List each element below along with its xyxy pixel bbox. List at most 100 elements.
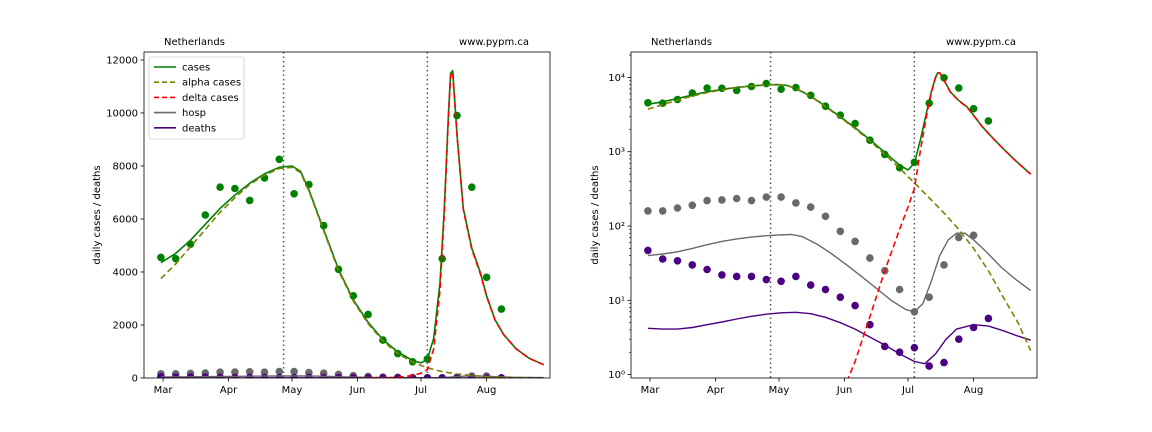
hosp-point xyxy=(866,254,874,262)
cases-point xyxy=(275,155,284,164)
left-axis-ticks: Mar Apr May Jun Jul Aug 0 2000 4000 6000 8000 10000… xyxy=(106,55,496,396)
deaths-point xyxy=(910,343,919,352)
cases-point xyxy=(497,305,506,313)
deaths-point xyxy=(984,314,993,323)
hosp-point xyxy=(231,368,239,376)
left-header-url: www.pypm.ca xyxy=(459,37,529,48)
cases-line xyxy=(647,71,1032,175)
x-tick-label: Jun xyxy=(836,385,853,396)
deaths-point xyxy=(658,255,667,263)
deaths-point xyxy=(940,358,948,367)
left-chart-panel: Netherlands www.pypm.ca daily cases / de… xyxy=(92,37,551,396)
deaths-point xyxy=(718,271,726,279)
cases-point xyxy=(364,310,372,319)
x-tick-label: Jul xyxy=(414,385,427,396)
y-tick-label: 8000 xyxy=(113,161,138,172)
x-tick-label: May xyxy=(282,385,303,396)
cases-point xyxy=(955,84,963,92)
hosp-point xyxy=(290,367,298,376)
deaths-point xyxy=(762,275,771,284)
deaths-point xyxy=(806,281,815,289)
delta-cases-line xyxy=(847,72,1032,378)
cases-point xyxy=(703,84,711,92)
hosp-point xyxy=(688,201,697,210)
hosp-point xyxy=(969,231,978,240)
left-y-axis-label: daily cases / deaths xyxy=(92,165,103,264)
left-plot-frame xyxy=(143,51,551,379)
cases-point xyxy=(453,111,461,120)
alpha-cases-line xyxy=(647,84,1032,352)
hosp-point xyxy=(732,194,741,203)
y-tick-label: 0 xyxy=(132,374,138,385)
y-tick-label: 10² xyxy=(608,222,625,233)
hosp-point xyxy=(821,212,830,221)
hosp-point xyxy=(644,207,652,215)
hosp-point xyxy=(245,368,254,376)
deaths-point xyxy=(851,301,859,310)
deaths-point xyxy=(777,277,785,286)
hosp-point xyxy=(806,203,815,211)
right-header-country: Netherlands xyxy=(651,37,712,48)
x-tick-label: Apr xyxy=(707,385,725,396)
hosp-point xyxy=(940,261,948,269)
hosp-point xyxy=(658,207,667,215)
hosp-point xyxy=(836,227,845,236)
cases-point xyxy=(231,184,239,193)
y-tick-label: 4000 xyxy=(113,267,138,278)
right-chart-panel: Netherlands www.pypm.ca daily cases / de… xyxy=(590,37,1038,396)
deaths-point xyxy=(688,261,697,269)
left-legend: cases alpha cases delta cases hosp deaths xyxy=(148,56,245,140)
hosp-point xyxy=(673,204,682,212)
y-tick-label: 6000 xyxy=(113,214,138,225)
deaths-point xyxy=(792,272,800,281)
y-tick-label: 10⁴ xyxy=(608,73,625,84)
y-tick-label: 10¹ xyxy=(608,296,625,307)
cases-point xyxy=(216,183,224,191)
cases-point xyxy=(157,253,165,262)
hosp-point xyxy=(260,368,269,377)
cases-point xyxy=(468,183,476,191)
cases-point xyxy=(201,211,210,219)
alpha-cases-line xyxy=(160,166,544,378)
right-y-axis-label: daily cases / deaths xyxy=(590,165,601,264)
hosp-point xyxy=(925,293,933,302)
delta-cases-line xyxy=(359,71,545,378)
cases-point xyxy=(245,196,254,205)
hosp-point xyxy=(718,196,726,204)
hosp-point xyxy=(955,233,963,242)
deaths-point xyxy=(747,272,756,281)
x-tick-label: Jun xyxy=(349,385,366,396)
hosp-point xyxy=(777,193,785,201)
legend-label: delta cases xyxy=(182,93,239,104)
deaths-line xyxy=(647,311,1031,365)
right-vertical-markers xyxy=(769,52,916,378)
cases-point xyxy=(644,99,652,107)
hosp-point xyxy=(792,199,800,207)
cases-point xyxy=(836,111,845,119)
deaths-point xyxy=(732,272,741,281)
cases-point xyxy=(984,117,993,125)
hosp-line xyxy=(647,232,1032,313)
right-header-url: www.pypm.ca xyxy=(946,37,1016,48)
cases-point xyxy=(762,79,771,88)
y-tick-label: 2000 xyxy=(113,320,138,331)
hosp-point xyxy=(747,196,756,205)
legend-label: alpha cases xyxy=(182,78,241,89)
deaths-point xyxy=(836,293,845,302)
right-plot-frame xyxy=(630,51,1038,379)
hosp-point xyxy=(703,196,711,205)
legend-label: cases xyxy=(182,63,210,74)
cases-point xyxy=(482,273,491,282)
hosp-point xyxy=(275,367,284,376)
hosp-point xyxy=(762,193,771,201)
legend-label: hosp xyxy=(182,108,206,119)
x-tick-label: Aug xyxy=(477,385,497,396)
cases-point xyxy=(290,190,298,198)
y-tick-label: 10³ xyxy=(608,147,625,158)
y-tick-label: 10⁰ xyxy=(608,370,625,381)
x-tick-label: Mar xyxy=(641,385,661,396)
x-tick-label: Apr xyxy=(220,385,238,396)
y-tick-label: 12000 xyxy=(106,55,138,66)
cases-point xyxy=(777,85,785,93)
x-tick-label: May xyxy=(769,385,790,396)
